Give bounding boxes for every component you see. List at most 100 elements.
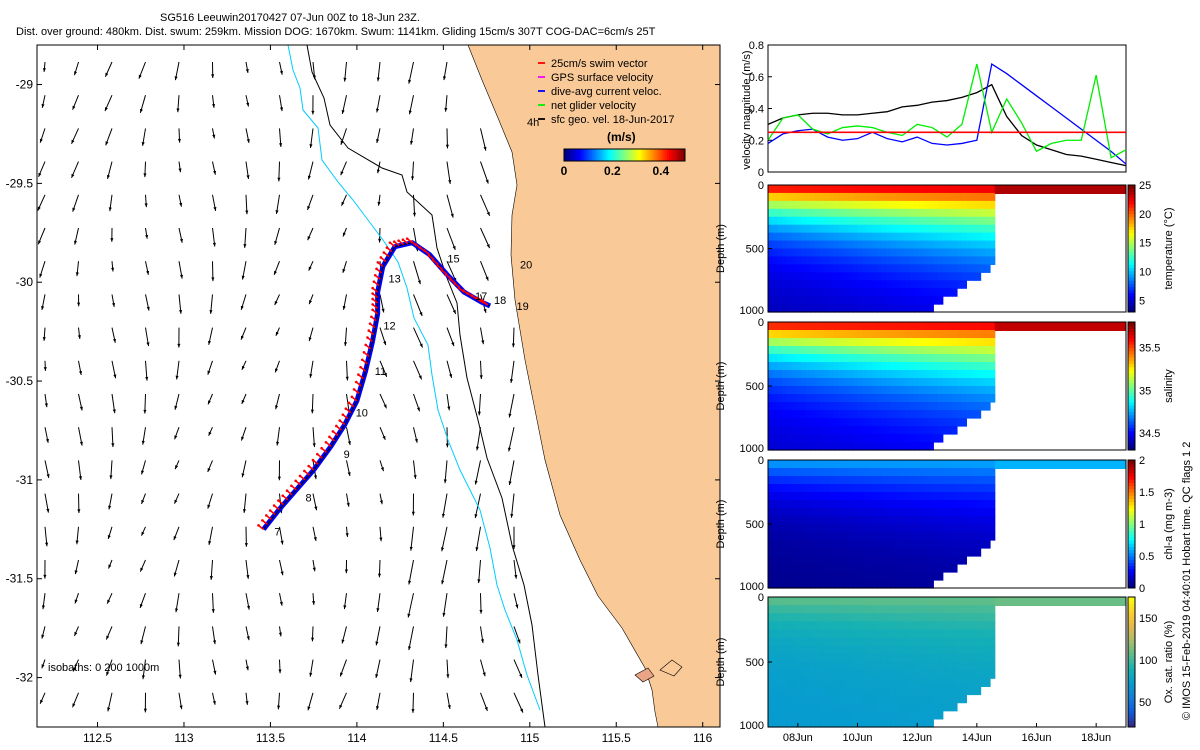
section-cell <box>867 484 873 493</box>
section-cell <box>805 296 812 305</box>
section-cell <box>923 492 930 501</box>
section-colorbar-tick-label: 15 <box>1139 238 1151 250</box>
section-cell <box>768 629 774 639</box>
section-cell <box>952 556 958 565</box>
geo-velocity-arrowhead <box>514 574 518 579</box>
section-cell <box>838 613 845 622</box>
section-cell <box>777 468 783 477</box>
section-cell <box>914 702 920 712</box>
section-cell <box>900 548 906 557</box>
section-cell <box>975 653 982 663</box>
section-cell <box>914 484 920 493</box>
section-cell <box>914 264 920 273</box>
velocity-series-line <box>767 62 1127 165</box>
section-cell <box>975 410 982 419</box>
section-cell <box>914 653 920 663</box>
section-cell <box>928 442 934 451</box>
section-cell <box>990 216 996 226</box>
section-cell <box>961 597 967 606</box>
section-cell <box>857 532 864 541</box>
section-cell <box>862 304 868 313</box>
section-cell <box>824 264 831 273</box>
section-cell <box>782 280 788 289</box>
section-cell <box>834 394 840 403</box>
geo-velocity-arrowhead <box>175 465 179 470</box>
section-cell <box>928 418 934 427</box>
section-colorbar-tick-label: 25 <box>1139 180 1151 192</box>
section-cell <box>966 492 972 501</box>
section-cell <box>928 645 934 655</box>
section-cell <box>881 394 887 403</box>
section-cell <box>923 500 930 509</box>
section-cell <box>853 296 859 305</box>
section-cell <box>796 637 802 647</box>
section-cell <box>791 402 797 411</box>
section-cell <box>768 296 774 305</box>
section-cell <box>772 686 779 696</box>
section-cell <box>801 232 807 242</box>
section-cell <box>942 508 949 517</box>
section-cell <box>900 564 906 573</box>
section-cell <box>801 492 807 501</box>
section-cell <box>772 580 779 589</box>
section-cell <box>843 394 849 403</box>
section-cell <box>975 678 982 687</box>
section-cell <box>956 468 963 477</box>
section-cell <box>876 264 882 273</box>
section-cell <box>938 224 944 234</box>
section-cell <box>952 548 958 557</box>
section-cell <box>777 605 783 614</box>
section-cell <box>815 386 821 395</box>
section-cell <box>853 621 859 631</box>
section-cell <box>862 402 868 411</box>
section-colorbar-cell <box>1128 504 1135 509</box>
section-cell <box>919 613 925 622</box>
section-cell <box>768 200 774 210</box>
geo-velocity-arrowhead <box>416 407 420 412</box>
section-cell <box>782 185 788 194</box>
section-cell <box>881 532 887 541</box>
geo-velocity-arrowhead <box>486 211 490 216</box>
section-cell <box>886 460 892 469</box>
section-cell <box>782 232 788 242</box>
section-cell <box>853 362 859 371</box>
section-cell <box>871 468 878 477</box>
section-cell <box>782 597 788 606</box>
section-cell <box>895 338 901 347</box>
section-cell <box>909 378 916 387</box>
section-cell <box>805 248 812 258</box>
geo-velocity-arrowhead <box>417 280 421 285</box>
section-cell <box>815 718 821 728</box>
swim-vector-head <box>362 351 366 354</box>
section-cell <box>923 694 930 704</box>
section-cell <box>853 426 859 435</box>
surface-strip-cell <box>1119 460 1127 469</box>
section-cell <box>838 304 845 313</box>
section-cell <box>782 540 788 549</box>
section-cell <box>867 637 873 647</box>
section-cell <box>966 524 972 533</box>
geo-velocity-arrowhead <box>309 672 313 677</box>
section-cell <box>871 386 878 395</box>
section-cell <box>928 224 934 234</box>
section-cell <box>886 216 892 226</box>
section-cell <box>909 362 916 371</box>
swim-vector-head <box>466 291 470 295</box>
section-cell <box>777 208 783 218</box>
day-label-11: 11 <box>375 366 386 378</box>
section-cell <box>805 613 812 622</box>
section-cell <box>971 460 977 469</box>
section-cell <box>876 378 882 387</box>
section-cell <box>952 645 958 655</box>
section-colorbar-cell <box>1128 549 1135 554</box>
section-cell <box>881 556 887 565</box>
swim-vector-head <box>344 407 348 410</box>
section-cell <box>881 256 887 265</box>
section-cell <box>772 468 779 477</box>
section-cell <box>786 532 793 541</box>
section-cell <box>782 322 788 331</box>
section-cell <box>791 426 797 435</box>
section-cell <box>867 492 873 501</box>
section-cell <box>914 710 920 720</box>
